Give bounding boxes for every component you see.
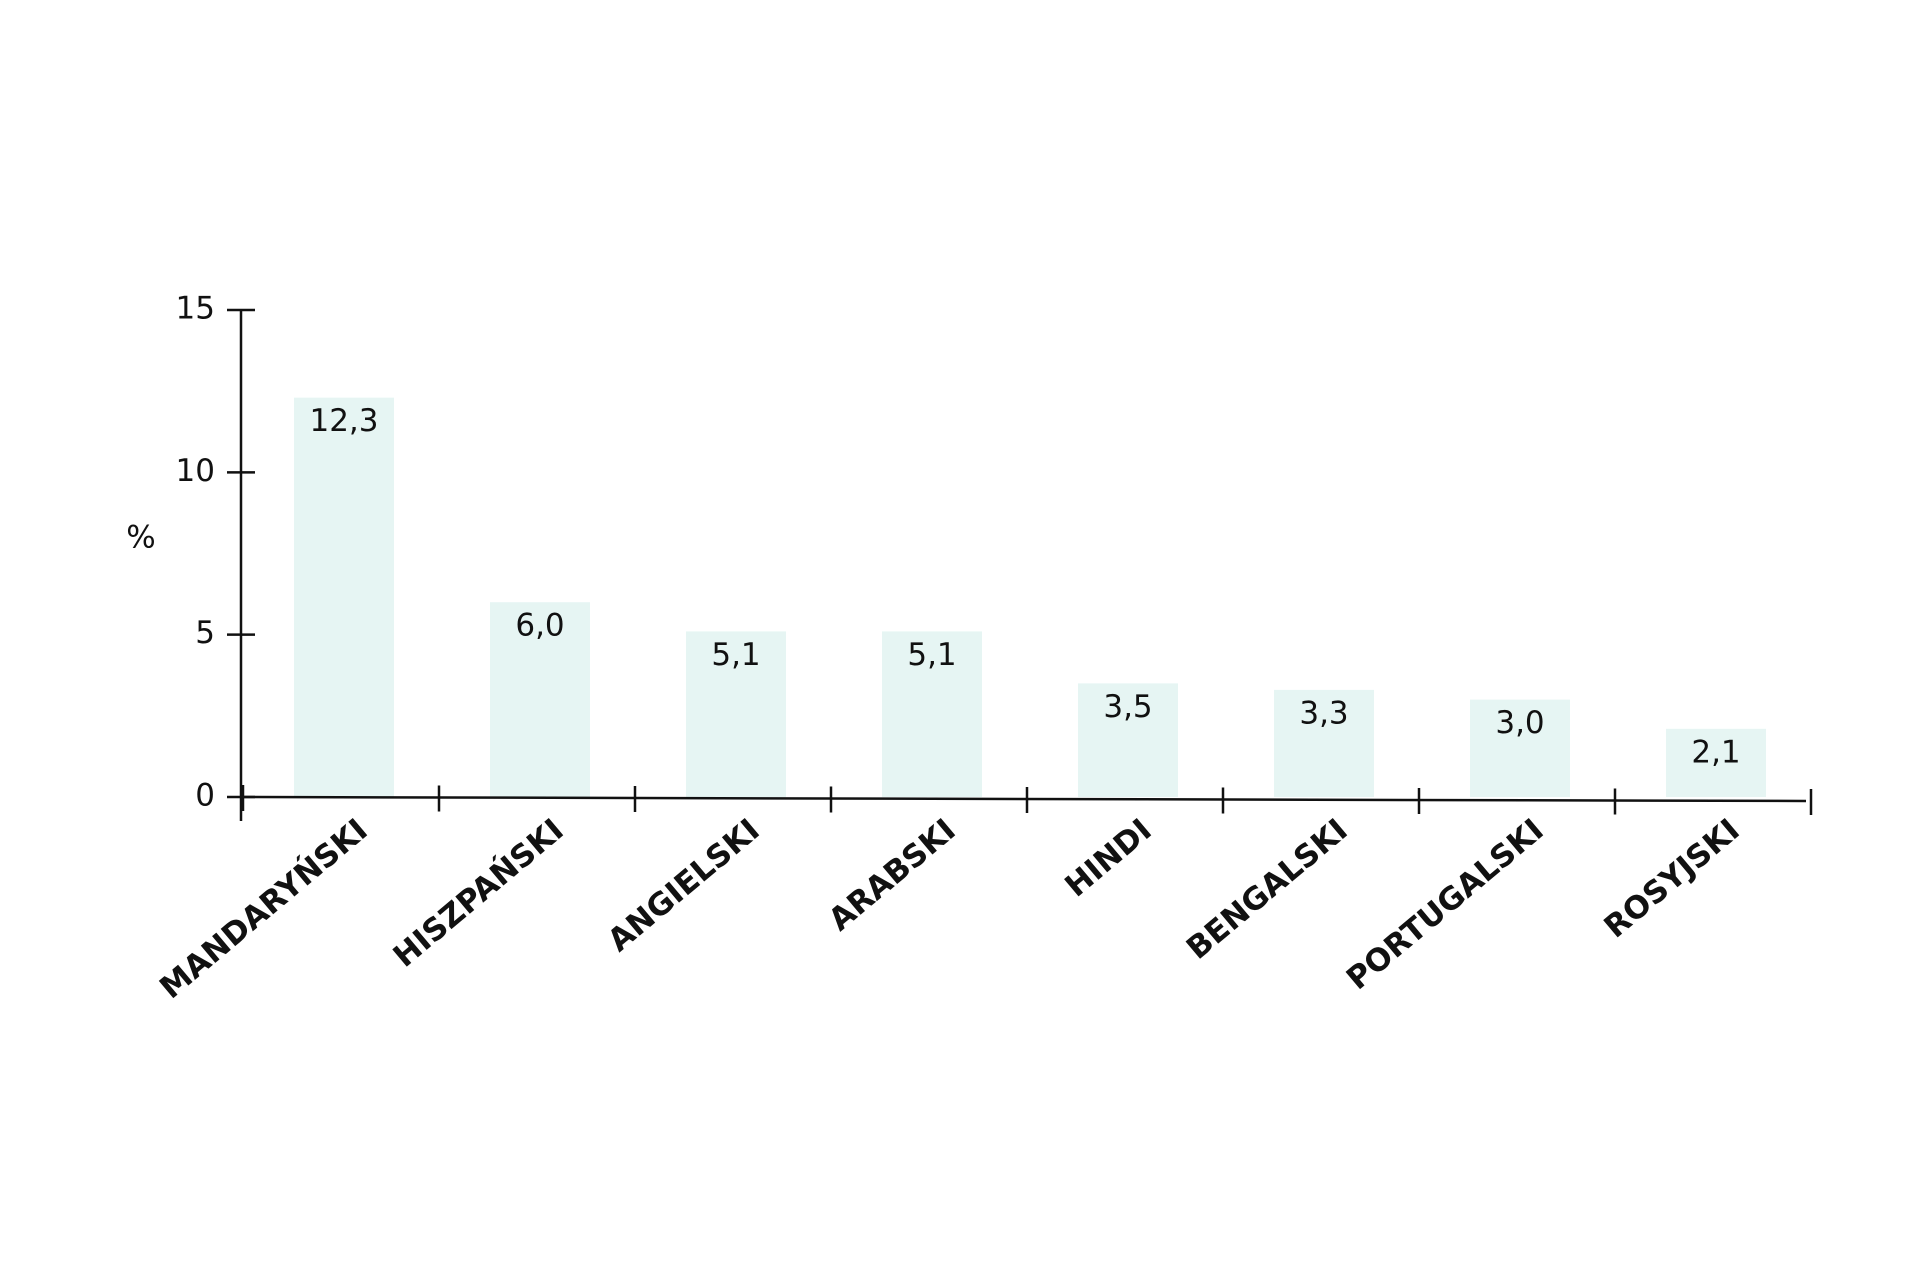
- x-tick-label: ROSYJSKI: [1598, 812, 1747, 945]
- bar: [1078, 683, 1178, 797]
- bar: [882, 631, 982, 797]
- value-label: 3,3: [1299, 695, 1348, 731]
- value-label: 2,1: [1691, 734, 1740, 770]
- y-tick-label: 15: [176, 291, 215, 327]
- bar: [490, 602, 590, 797]
- x-tick-label: PORTUGALSKI: [1340, 812, 1551, 997]
- x-tick-label: ANGIELSKI: [601, 812, 766, 959]
- value-label: 3,0: [1495, 705, 1544, 741]
- x-tick-label: BENGALSKI: [1180, 812, 1355, 967]
- x-axis: [240, 795, 1807, 803]
- y-axis-label: %: [126, 520, 155, 556]
- bar: [686, 631, 786, 797]
- value-label: 6,0: [515, 608, 564, 644]
- y-tick-label: 5: [195, 615, 215, 651]
- x-tick-label: HISZPAŃSKI: [387, 812, 571, 975]
- value-label: 5,1: [907, 637, 956, 673]
- x-tick-label: MANDARYŃSKI: [153, 812, 375, 1006]
- bar: [1666, 728, 1766, 797]
- y-tick-label: 10: [176, 453, 215, 489]
- y-tick-label: 0: [195, 778, 215, 814]
- value-label: 12,3: [309, 403, 378, 439]
- value-label: 3,5: [1103, 689, 1152, 725]
- x-tick-label: ARABSKI: [822, 812, 963, 938]
- x-tick-label: HINDI: [1058, 812, 1158, 904]
- bar: [1274, 689, 1374, 797]
- bar: [1470, 699, 1570, 797]
- value-label: 5,1: [711, 637, 760, 673]
- bar: [294, 397, 394, 797]
